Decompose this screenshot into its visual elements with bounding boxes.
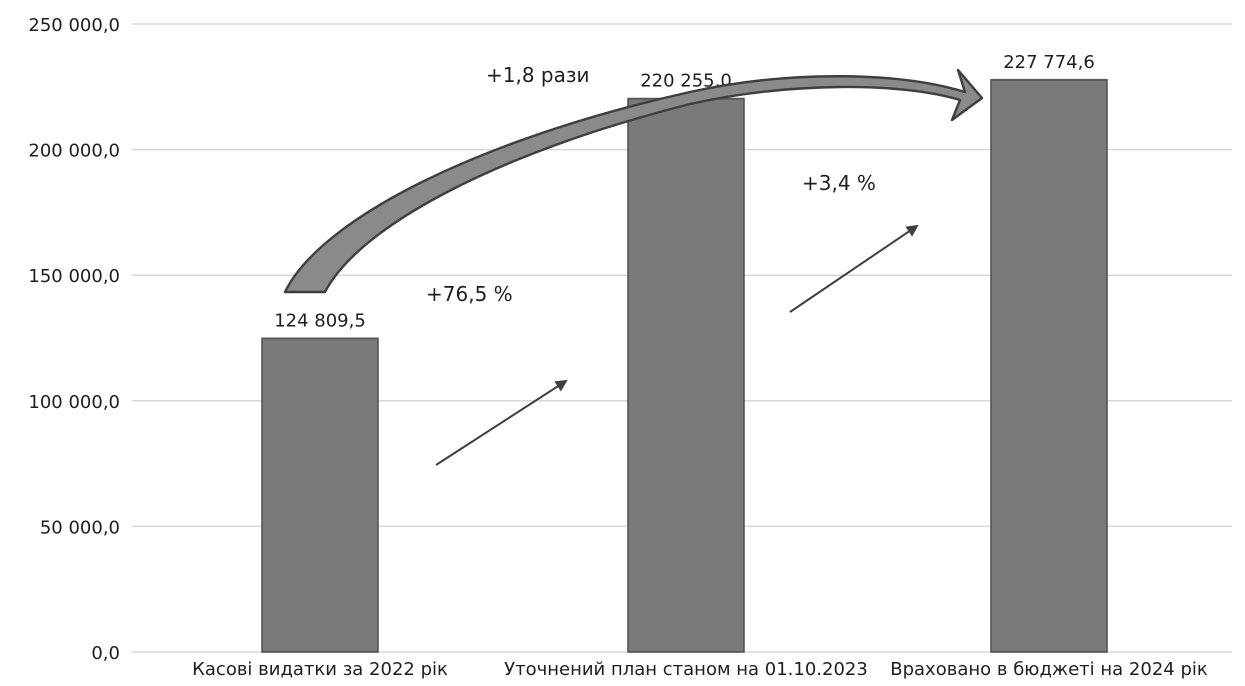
data-label: 227 774,6 <box>1003 52 1095 73</box>
bar <box>261 337 379 653</box>
category-label: Касові видатки за 2022 рік <box>192 659 448 680</box>
bar <box>627 97 745 653</box>
y-tick-label: 200 000,0 <box>28 141 120 162</box>
annotation-growth-1-3: +1,8 рази <box>486 63 590 87</box>
y-tick-label: 50 000,0 <box>40 517 120 538</box>
growth-arrow-2-3 <box>789 224 919 313</box>
annotation-growth-1-2: +76,5 % <box>426 282 513 306</box>
y-tick-label: 150 000,0 <box>28 266 120 287</box>
label-layer: 0,0 50 000,0 100 000,0 150 000,0 200 000,0 25… <box>28 15 1207 680</box>
data-label: 124 809,5 <box>274 310 366 331</box>
y-tick-label: 100 000,0 <box>28 392 120 413</box>
data-label: 220 255,0 <box>640 71 732 92</box>
category-label: Уточнений план станом на 01.10.2023 <box>504 659 868 680</box>
annotation-growth-2-3: +3,4 % <box>802 171 876 195</box>
bar-layer <box>261 78 1108 653</box>
curved-growth-arrow <box>283 68 984 294</box>
y-tick-label: 0,0 <box>91 643 120 664</box>
growth-arrow-1-2 <box>435 379 568 466</box>
y-tick-label: 250 000,0 <box>28 15 120 36</box>
bar <box>990 79 1108 653</box>
category-label: Враховано в бюджеті на 2024 рік <box>890 659 1208 680</box>
